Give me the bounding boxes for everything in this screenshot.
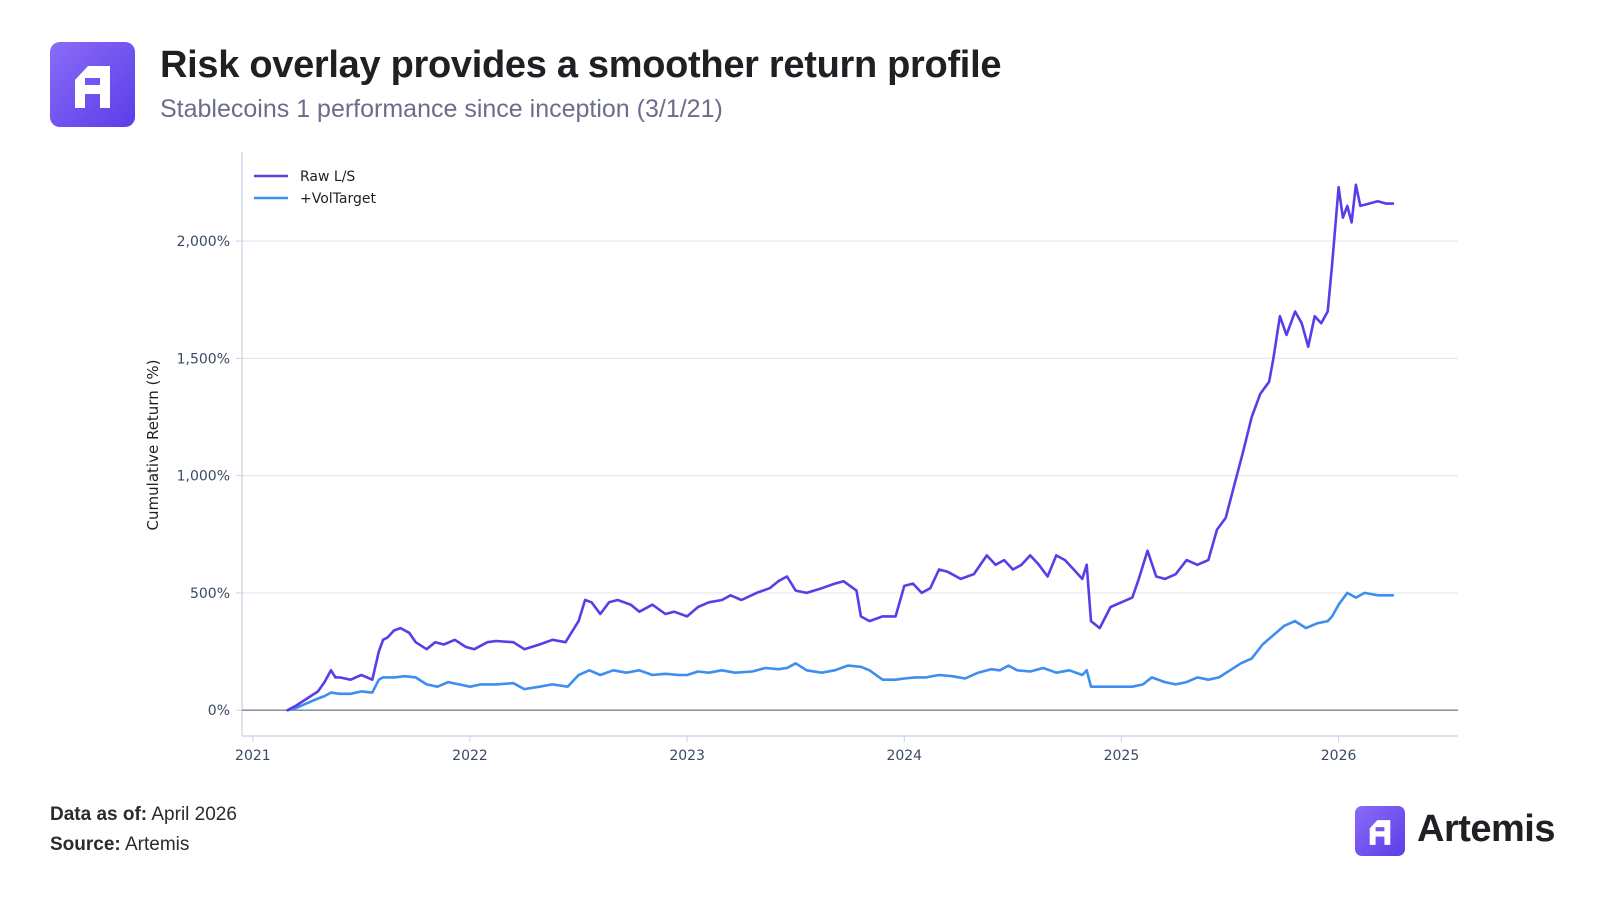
series-line-raw-ls bbox=[286, 183, 1395, 712]
legend: Raw L/S +VolTarget bbox=[254, 169, 376, 207]
source-label: Source: bbox=[50, 834, 121, 855]
legend-label: +VolTarget bbox=[300, 191, 376, 207]
page-subtitle: Stablecoins 1 performance since inceptio… bbox=[160, 95, 723, 123]
artemis-logo-icon bbox=[50, 42, 135, 127]
y-axis-ticks: 0% 500% 1,000% 1,500% 2,000% bbox=[177, 234, 242, 719]
series-line-voltarget bbox=[286, 591, 1395, 712]
data-as-of-label: Data as of: bbox=[50, 804, 148, 825]
y-tick-label: 1,000% bbox=[177, 469, 230, 485]
y-tick-label: 1,500% bbox=[177, 351, 230, 367]
x-tick-label: 2026 bbox=[1321, 748, 1357, 764]
x-tick-label: 2021 bbox=[235, 748, 271, 764]
line-chart: 2021 2022 2023 2024 2025 2026 0% 500% 1,000% 1,5… bbox=[144, 152, 1458, 764]
source-value: Artemis bbox=[124, 834, 190, 855]
x-tick-label: 2025 bbox=[1104, 748, 1140, 764]
artemis-logo-icon bbox=[1355, 806, 1405, 856]
x-axis-ticks: 2021 2022 2023 2024 2025 2026 bbox=[235, 736, 1356, 764]
axes bbox=[241, 152, 1458, 737]
grid-lines bbox=[242, 240, 1458, 594]
x-tick-label: 2022 bbox=[452, 748, 488, 764]
page-title: Risk overlay provides a smoother return … bbox=[160, 44, 1002, 86]
x-tick-label: 2024 bbox=[886, 748, 922, 764]
y-tick-label: 500% bbox=[190, 586, 230, 602]
series-lines bbox=[286, 183, 1395, 712]
data-as-of-value: April 2026 bbox=[151, 804, 237, 825]
x-tick-label: 2023 bbox=[669, 748, 705, 764]
y-tick-label: 0% bbox=[208, 703, 230, 719]
data-as-of: Data as of: April 2026 bbox=[50, 804, 237, 826]
source-line: Source: Artemis bbox=[50, 834, 189, 856]
brand-name: Artemis bbox=[1417, 808, 1556, 850]
legend-label: Raw L/S bbox=[300, 169, 355, 185]
y-tick-label: 2,000% bbox=[177, 234, 230, 250]
y-axis-label: Cumulative Return (%) bbox=[144, 360, 162, 531]
